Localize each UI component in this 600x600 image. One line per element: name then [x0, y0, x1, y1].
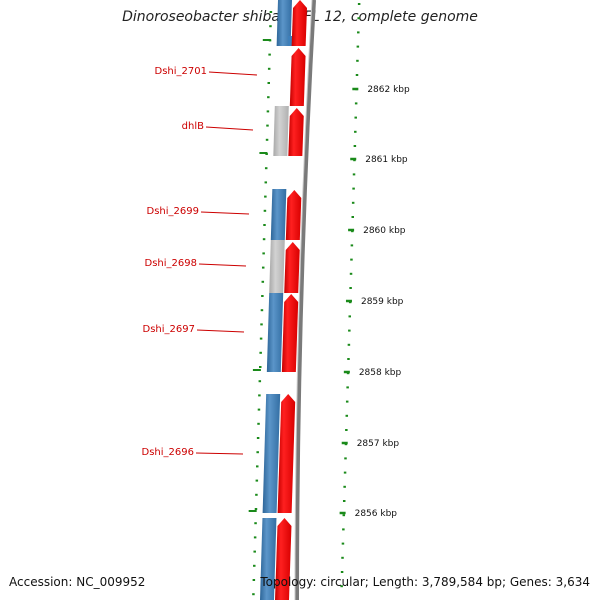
reverse-gene-block	[266, 293, 284, 372]
scale-tick-label: 2858 kbp	[359, 368, 402, 378]
forward-gene-arrow	[284, 242, 300, 293]
forward-gene-arrow	[289, 48, 306, 106]
scale-tick-label: 2859 kbp	[361, 297, 404, 307]
gene-label-leader	[208, 71, 258, 76]
gene-label[interactable]: Dshi_2699	[147, 206, 199, 217]
reverse-gene-block	[269, 240, 285, 293]
reverse-gene-block	[276, 0, 292, 46]
forward-gene-arrow	[288, 108, 304, 156]
gene-label-leader	[205, 126, 254, 131]
gene-label[interactable]: dhlB	[182, 121, 204, 132]
scale-tick-label: 2857 kbp	[357, 439, 400, 449]
topology-text: Topology: circular; Length: 3,789,584 bp…	[260, 575, 590, 589]
gene-label-leader	[195, 452, 244, 455]
gene-label[interactable]: Dshi_2701	[155, 66, 207, 77]
gene-label-leader	[198, 263, 247, 267]
forward-gene-arrow	[277, 394, 296, 513]
forward-gene-arrow	[275, 518, 292, 600]
forward-gene-arrow	[285, 190, 302, 240]
accession-text: Accession: NC_009952	[9, 575, 146, 589]
reverse-gene-block	[262, 394, 281, 513]
scale-tick-label: 2862 kbp	[367, 85, 410, 95]
gene-connector	[288, 36, 292, 46]
scale-tick-label: 2861 kbp	[365, 155, 408, 165]
gene-label[interactable]: Dshi_2697	[143, 324, 195, 335]
gene-label-leader	[196, 329, 245, 333]
forward-gene-arrow	[281, 294, 299, 372]
scale-tick-label: 2856 kbp	[355, 509, 398, 519]
gene-label[interactable]: Dshi_2696	[142, 447, 194, 458]
backbone-highlight	[294, 0, 313, 600]
backbone-line	[295, 0, 316, 600]
forward-gene-arrow	[291, 0, 307, 46]
reverse-gene-block	[273, 106, 289, 156]
gene-label[interactable]: Dshi_2698	[145, 258, 197, 269]
reverse-gene-block	[270, 189, 287, 240]
scale-tick-label: 2860 kbp	[363, 226, 406, 236]
reverse-gene-block	[260, 518, 277, 600]
gene-label-leader	[200, 211, 250, 215]
